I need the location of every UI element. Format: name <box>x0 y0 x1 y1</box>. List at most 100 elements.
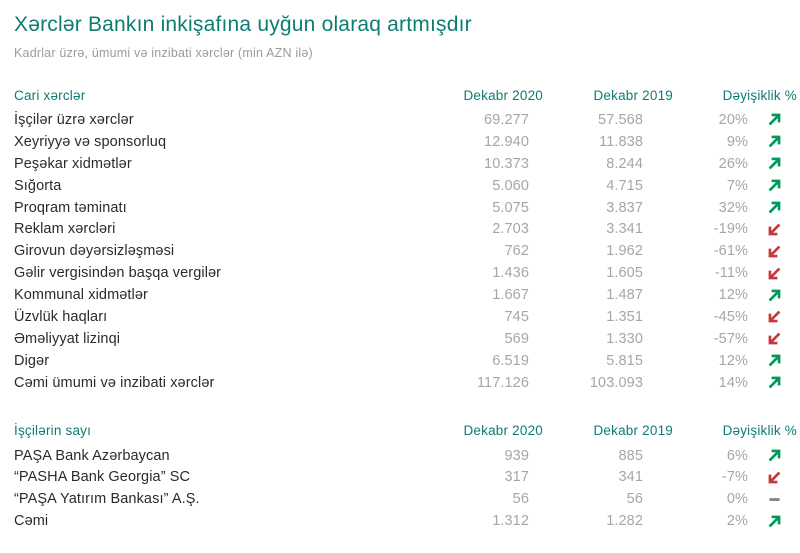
value-dekabr-2020: 12.940 <box>484 133 529 150</box>
value-dekabr-2019: 885 <box>618 447 643 464</box>
table-header-row: İşçilərin sayı Dekabr 2020 Dekabr 2019 D… <box>0 420 800 442</box>
row-label: Cəmi ümumi və inzibati xərclər <box>14 374 215 391</box>
table-row: İşçilər üzrə xərclər 69.277 57.568 20% <box>0 109 800 131</box>
value-dekabr-2019: 3.837 <box>606 199 643 216</box>
value-dekabr-2020: 10.373 <box>484 155 529 172</box>
employee-count-table: İşçilərin sayı Dekabr 2020 Dekabr 2019 D… <box>0 420 800 533</box>
change-percent-value: 14% <box>718 374 748 391</box>
table-row: Gəlir vergisindən başqa vergilər 1.436 1.6… <box>0 262 800 284</box>
row-label: Əməliyyat lizinqi <box>14 330 121 347</box>
column-header-dekabr-2020: Dekabr 2020 <box>463 87 543 103</box>
trend-up-arrow-icon <box>748 447 800 464</box>
row-label: PAŞA Bank Azərbaycan <box>14 447 170 464</box>
trend-up-arrow-icon <box>748 155 800 172</box>
value-dekabr-2019: 1.962 <box>606 243 643 260</box>
row-label: İşçilər üzrə xərclər <box>14 111 134 128</box>
trend-up-arrow-icon <box>748 133 800 150</box>
table-row: Üzvlük haqları 745 1.351 -45% <box>0 306 800 328</box>
table-row: Reklam xərcləri 2.703 3.341 -19% <box>0 218 800 240</box>
trend-down-arrow-icon <box>748 330 800 347</box>
value-dekabr-2019: 103.093 <box>589 374 643 391</box>
value-dekabr-2020: 5.060 <box>492 177 529 194</box>
value-dekabr-2020: 745 <box>504 308 529 325</box>
no-change-dash-icon <box>748 491 800 508</box>
column-header-dekabr-2019: Dekabr 2019 <box>593 87 673 103</box>
table-row: Proqram təminatı 5.075 3.837 32% <box>0 197 800 219</box>
trend-down-arrow-icon <box>748 265 800 282</box>
value-dekabr-2020: 762 <box>504 243 529 260</box>
value-dekabr-2019: 57.568 <box>598 111 643 128</box>
table-row: Kommunal xidmətlər 1.667 1.487 12% <box>0 284 800 306</box>
table-section-title: Cari xərclər <box>14 87 86 103</box>
change-percent-value: 9% <box>726 133 748 150</box>
row-label: Girovun dəyərsizləşməsi <box>14 243 175 260</box>
change-percent-value: 6% <box>726 447 748 464</box>
trend-up-arrow-icon <box>748 513 800 530</box>
change-percent-value: 12% <box>718 287 748 304</box>
table-row: Girovun dəyərsizləşməsi 762 1.962 -61% <box>0 240 800 262</box>
value-dekabr-2020: 1.667 <box>492 287 529 304</box>
trend-down-arrow-icon <box>748 308 800 325</box>
value-dekabr-2019: 5.815 <box>606 352 643 369</box>
row-label: Reklam xərcləri <box>14 221 116 238</box>
value-dekabr-2020: 1.312 <box>492 513 529 530</box>
change-percent-value: 32% <box>718 199 748 216</box>
trend-up-arrow-icon <box>748 374 800 391</box>
value-dekabr-2019: 1.605 <box>606 265 643 282</box>
trend-up-arrow-icon <box>748 111 800 128</box>
trend-up-arrow-icon <box>748 287 800 304</box>
table-row: “PASHA Bank Georgia” SC 317 341 -7% <box>0 466 800 488</box>
row-label: “PAŞA Yatırım Bankası” A.Ş. <box>14 491 200 508</box>
table-row: Əməliyyat lizinqi 569 1.330 -57% <box>0 328 800 350</box>
value-dekabr-2019: 341 <box>618 469 643 486</box>
value-dekabr-2019: 11.838 <box>599 133 643 150</box>
change-percent-value: 20% <box>718 111 748 128</box>
change-percent-value: -57% <box>713 330 748 347</box>
value-dekabr-2020: 5.075 <box>492 199 529 216</box>
trend-up-arrow-icon <box>748 352 800 369</box>
value-dekabr-2019: 1.282 <box>606 513 643 530</box>
change-percent-value: -45% <box>713 308 748 325</box>
value-dekabr-2019: 1.330 <box>606 330 643 347</box>
trend-down-arrow-icon <box>748 469 800 486</box>
row-label: Kommunal xidmətlər <box>14 287 148 304</box>
column-header-change-percent: Dəyişiklik % <box>722 87 797 103</box>
value-dekabr-2019: 1.351 <box>606 308 643 325</box>
row-label: Sığorta <box>14 177 62 194</box>
change-percent-value: -19% <box>713 221 748 238</box>
table-row: “PAŞA Yatırım Bankası” A.Ş. 56 56 0% <box>0 488 800 510</box>
column-header-dekabr-2020: Dekabr 2020 <box>463 423 543 439</box>
table-row: Cəmi ümumi və inzibati xərclər 117.126 103… <box>0 372 800 394</box>
row-label: Gəlir vergisindən başqa vergilər <box>14 265 222 282</box>
value-dekabr-2019: 8.244 <box>606 155 643 172</box>
trend-up-arrow-icon <box>748 199 800 216</box>
table-row: Cəmi 1.312 1.282 2% <box>0 510 800 532</box>
page-subtitle: Kadrlar üzrə, ümumi və inzibati xərclər … <box>14 46 313 60</box>
table-row: Digər 6.519 5.815 12% <box>0 350 800 372</box>
row-label: Xeyriyyə və sponsorluq <box>14 133 167 150</box>
value-dekabr-2020: 1.436 <box>492 265 529 282</box>
value-dekabr-2020: 317 <box>504 469 529 486</box>
row-label: Üzvlük haqları <box>14 308 108 325</box>
trend-up-arrow-icon <box>748 177 800 194</box>
table-row: Xeyriyyə və sponsorluq 12.940 11.838 9% <box>0 131 800 153</box>
change-percent-value: -61% <box>713 243 748 260</box>
change-percent-value: 12% <box>718 352 748 369</box>
value-dekabr-2020: 939 <box>504 447 529 464</box>
change-percent-value: 0% <box>726 491 748 508</box>
change-percent-value: -7% <box>721 469 748 486</box>
value-dekabr-2020: 6.519 <box>492 352 529 369</box>
table-row: Sığorta 5.060 4.715 7% <box>0 175 800 197</box>
page-title: Xərclər Bankın inkişafına uyğun olaraq a… <box>14 13 472 36</box>
change-percent-value: 2% <box>726 513 748 530</box>
trend-down-arrow-icon <box>748 243 800 260</box>
value-dekabr-2019: 4.715 <box>606 177 643 194</box>
value-dekabr-2020: 2.703 <box>492 221 529 238</box>
change-percent-value: -11% <box>714 265 748 282</box>
table-row: Peşəkar xidmətlər 10.373 8.244 26% <box>0 153 800 175</box>
table-header-row: Cari xərclər Dekabr 2020 Dekabr 2019 Dəy… <box>0 84 800 106</box>
column-header-dekabr-2019: Dekabr 2019 <box>593 423 673 439</box>
table-body-expenses: İşçilər üzrə xərclər 69.277 57.568 20% Xeyri… <box>0 109 800 394</box>
trend-down-arrow-icon <box>748 221 800 238</box>
